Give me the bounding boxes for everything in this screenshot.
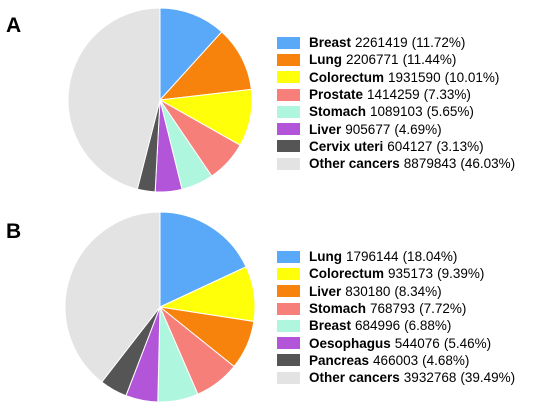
legend-item-breast: Breast 684996 (6.88%) xyxy=(277,317,515,334)
legend-swatch xyxy=(277,140,300,153)
legend-count: 544076 xyxy=(394,335,440,351)
legend-label: Colorectum xyxy=(309,69,385,85)
legend-item-breast: Breast 2261419 (11.72%) xyxy=(277,34,515,51)
legend-percent: (4.68%) xyxy=(422,352,470,368)
legend-label: Liver xyxy=(309,121,342,137)
legend-percent: (11.72%) xyxy=(411,35,466,51)
legend-swatch xyxy=(277,337,300,350)
pie-chart-b xyxy=(64,211,256,403)
panel-b: B Lung 1796144 (18.04%) Colorectum 935173 (9.… xyxy=(0,206,550,412)
legend-item-stomach: Stomach 1089103 (5.65%) xyxy=(277,103,515,120)
legend-label: Stomach xyxy=(309,104,367,120)
panel-a: A Breast 2261419 (11.72%) Lung 2206771 (11.44… xyxy=(0,0,550,206)
legend-swatch xyxy=(277,53,300,66)
legend-label: Liver xyxy=(309,283,342,299)
legend-item-prostate: Prostate 1414259 (7.33%) xyxy=(277,86,515,103)
legend-item-pancreas: Pancreas 466003 (4.68%) xyxy=(277,352,515,369)
legend-percent: (5.46%) xyxy=(443,335,492,351)
legend-item-stomach: Stomach 768793 (7.72%) xyxy=(277,300,515,317)
legend-swatch xyxy=(277,123,300,136)
legend-count: 768793 xyxy=(370,301,416,317)
pie-slice-breast xyxy=(159,7,223,102)
panel-label-a: A xyxy=(6,14,22,37)
legend-swatch xyxy=(277,319,300,332)
legend-swatch xyxy=(277,88,300,101)
legend-percent: (7.33%) xyxy=(423,87,471,103)
legend-item-cervix-uteri: Cervix uteri 604127 (3.13%) xyxy=(277,138,515,155)
legend-count: 466003 xyxy=(373,352,419,368)
legend-percent: (7.72%) xyxy=(419,301,467,317)
legend-count: 1089103 xyxy=(370,104,423,120)
legend-label: Lung xyxy=(309,249,342,265)
legend-percent: (46.03%) xyxy=(460,156,516,172)
legend-label: Other cancers xyxy=(309,156,400,172)
legend-swatch xyxy=(277,157,300,170)
legend-label: Breast xyxy=(309,318,352,334)
legend-swatch xyxy=(277,371,300,384)
legend-percent: (5.65%) xyxy=(426,104,474,120)
legend-count: 2261419 xyxy=(355,35,408,51)
legend-label: Colorectum xyxy=(309,266,385,282)
legend-swatch xyxy=(277,71,300,84)
pie-slice-other-cancers xyxy=(67,7,161,190)
legend-label: Prostate xyxy=(309,87,364,103)
legend-swatch xyxy=(277,250,300,263)
legend-label: Oesophagus xyxy=(309,335,391,351)
legend-count: 3932768 xyxy=(403,370,457,386)
legend-item-other-cancers: Other cancers 8879843 (46.03%) xyxy=(277,155,515,172)
legend-percent: (11.44%) xyxy=(402,52,457,68)
legend-swatch xyxy=(277,354,300,367)
legend-count: 935173 xyxy=(388,266,434,282)
legend-count: 830180 xyxy=(345,283,391,299)
legend-item-colorectum: Colorectum 935173 (9.39%) xyxy=(277,265,515,282)
pie-slice-lung xyxy=(158,31,252,101)
legend-count: 1414259 xyxy=(367,87,420,103)
legend-percent: (3.13%) xyxy=(436,138,484,154)
legend-count: 1796144 xyxy=(346,249,399,265)
legend-percent: (18.04%) xyxy=(402,249,458,265)
legend-percent: (8.34%) xyxy=(394,283,442,299)
legend-percent: (4.69%) xyxy=(394,121,442,137)
legend-percent: (6.88%) xyxy=(404,318,452,334)
legend-swatch xyxy=(277,302,300,315)
legend-label: Lung xyxy=(309,52,342,68)
pie-chart-a xyxy=(67,7,253,193)
legend-percent: (39.49%) xyxy=(460,370,516,386)
pie-slice-other-cancers xyxy=(64,211,161,383)
legend-item-lung: Lung 2206771 (11.44%) xyxy=(277,51,515,68)
legend-a: Breast 2261419 (11.72%) Lung 2206771 (11.44%)… xyxy=(277,34,515,172)
legend-label: Other cancers xyxy=(309,370,400,386)
legend-item-oesophagus: Oesophagus 544076 (5.46%) xyxy=(277,334,515,351)
legend-swatch xyxy=(277,285,300,298)
legend-swatch xyxy=(277,105,300,118)
legend-count: 8879843 xyxy=(403,156,457,172)
legend-item-colorectum: Colorectum 1931590 (10.01%) xyxy=(277,69,515,86)
legend-percent: (9.39%) xyxy=(437,266,485,282)
legend-count: 604127 xyxy=(387,138,433,154)
panel-label-b: B xyxy=(6,220,22,243)
legend-count: 2206771 xyxy=(346,52,399,68)
legend-label: Cervix uteri xyxy=(309,138,384,154)
legend-count: 1931590 xyxy=(388,69,441,85)
legend-label: Stomach xyxy=(309,301,367,317)
legend-label: Breast xyxy=(309,35,352,51)
legend-swatch xyxy=(277,267,300,280)
legend-b: Lung 1796144 (18.04%) Colorectum 935173 (9.39… xyxy=(277,248,515,386)
legend-count: 905677 xyxy=(345,121,391,137)
legend-count: 684996 xyxy=(355,318,401,334)
legend-swatch xyxy=(277,36,300,49)
pie-slice-lung xyxy=(159,211,247,308)
legend-percent: (10.01%) xyxy=(444,69,500,85)
legend-item-liver: Liver 830180 (8.34%) xyxy=(277,283,515,300)
legend-item-other-cancers: Other cancers 3932768 (39.49%) xyxy=(277,369,515,386)
legend-label: Pancreas xyxy=(309,352,370,368)
legend-item-lung: Lung 1796144 (18.04%) xyxy=(277,248,515,265)
legend-item-liver: Liver 905677 (4.69%) xyxy=(277,120,515,137)
